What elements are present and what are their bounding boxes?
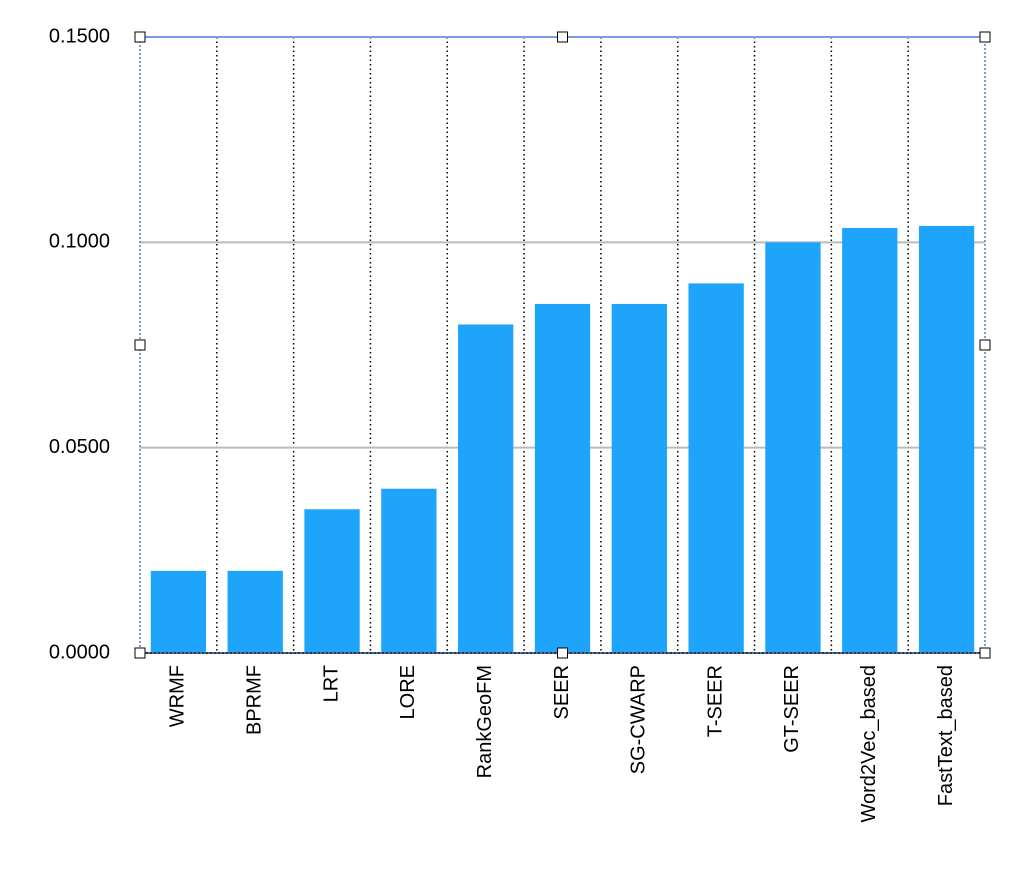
bar (458, 324, 514, 653)
bar (381, 488, 437, 653)
x-tick-label: T-SEER (704, 665, 726, 737)
y-tick-label: 0.1000 (49, 231, 110, 253)
bar (765, 242, 821, 654)
selection-handle (134, 339, 146, 351)
bar (611, 303, 667, 653)
x-tick-label: SG-CWARP (628, 665, 650, 774)
bar (918, 225, 975, 653)
bar (150, 570, 207, 653)
x-tick-label: SEER (551, 665, 573, 719)
bar (534, 303, 591, 653)
bar (842, 227, 898, 653)
selection-handle (979, 647, 991, 659)
selection-handle (557, 31, 568, 43)
selection-handle (979, 31, 991, 43)
selection-handle (134, 31, 146, 43)
x-tick-label: LORE (397, 665, 419, 719)
y-tick-label: 0.1500 (49, 25, 110, 47)
x-tick-label: GT-SEER (781, 665, 803, 753)
x-tick-label: Word2Vec_based (858, 665, 880, 823)
x-tick-label: BPRMF (244, 665, 266, 735)
selection-handle (134, 647, 146, 659)
x-tick-label: RankGeoFM (474, 665, 496, 778)
bar (227, 570, 283, 653)
selection-handle (557, 647, 568, 659)
x-tick-label: WRMF (167, 665, 189, 727)
bar (304, 509, 360, 653)
bar (688, 283, 744, 653)
x-tick-label: FastText_based (935, 665, 957, 806)
y-tick-label: 0.0500 (49, 436, 110, 458)
selection-handle (979, 339, 991, 351)
x-tick-label: LRT (320, 665, 342, 702)
y-tick-label: 0.0000 (49, 641, 110, 663)
